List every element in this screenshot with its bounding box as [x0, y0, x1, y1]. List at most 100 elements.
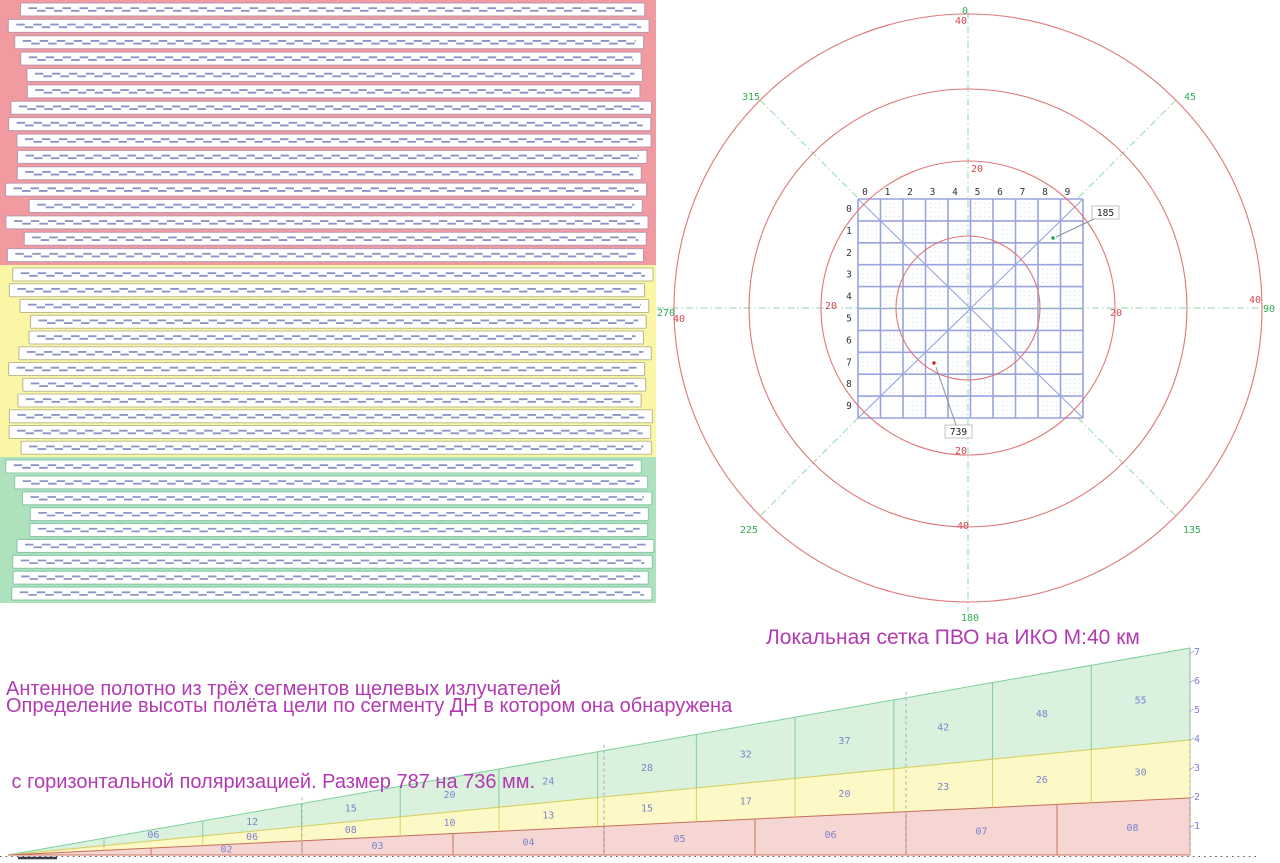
axis-tick-label: 2	[1194, 792, 1200, 803]
range-ring	[673, 13, 1263, 603]
grid-cell-texture	[1060, 374, 1083, 397]
red-band-value: 08	[1126, 823, 1138, 834]
grid-row-label: 5	[846, 314, 852, 325]
red-band	[7, 797, 1191, 856]
grid-cell-texture	[1060, 242, 1083, 265]
waveguide-bar	[16, 538, 655, 553]
waveguide-bar	[6, 248, 645, 263]
waveguide-bar	[5, 459, 642, 474]
azimuth-label: 180	[961, 613, 979, 624]
grid-cell-texture	[1038, 264, 1061, 287]
grid-cell-texture	[1038, 308, 1061, 331]
target-dot	[1051, 236, 1055, 240]
grid-col-label: 3	[930, 187, 936, 198]
grid-cell-texture	[970, 242, 993, 265]
waveguide-bar	[5, 215, 649, 230]
yellow-band-value: 20	[838, 789, 850, 800]
range-ring-label: 40	[1249, 295, 1261, 306]
grid-cell-texture	[858, 352, 881, 375]
waveguide-bar	[18, 346, 652, 361]
grid-cell-texture	[858, 308, 881, 331]
axis-tick-label: 3	[1194, 763, 1200, 774]
waveguide-bar	[8, 117, 652, 132]
grid-cell-texture	[880, 286, 903, 309]
grid-row-label: 8	[846, 379, 852, 390]
grid-cell-texture	[903, 264, 926, 287]
waveguide-bar	[19, 2, 646, 17]
ppi-display-figure: 0 1 2 3 4 5 6 7 8 9012345678904590135180225270315…	[657, 6, 1275, 624]
azimuth-label: 0	[962, 6, 968, 17]
red-band-value: 03	[371, 841, 383, 852]
axis-tick	[1188, 708, 1195, 713]
grid-row-label: 9	[846, 401, 852, 412]
axis-tick	[1188, 795, 1195, 800]
range-ring	[748, 88, 1188, 528]
grid-col-label: 9	[1065, 187, 1071, 198]
grid-col-label: 6	[997, 187, 1003, 198]
grid-cell-texture	[880, 199, 903, 221]
grid-row-label: 6	[846, 335, 852, 346]
axis-tick	[1188, 737, 1195, 742]
grid-cell-texture	[1060, 330, 1083, 353]
grid-cell-texture	[1015, 330, 1038, 353]
antenna-caption-line1: Антенное полотно из трёх сегментов щелев…	[6, 678, 562, 700]
axis-tick	[1188, 679, 1195, 684]
green-band-value: 24	[542, 776, 554, 787]
waveguide-bar	[12, 267, 654, 282]
grid-col-label: 0	[862, 187, 868, 198]
grid-cell-texture	[880, 330, 903, 353]
axis-tick-label: 4	[1194, 734, 1200, 745]
grid-cell-texture	[1038, 396, 1061, 418]
height-chart-figure: 0612152024283237424855060810131517202326…	[0, 647, 1258, 860]
grid-col-label: 8	[1042, 187, 1048, 198]
antenna-caption-line2: с горизонтальной поляризацией. Размер 78…	[6, 771, 536, 793]
azimuth-label: 225	[740, 525, 758, 536]
axis-tick-label: 6	[1194, 676, 1200, 687]
grid-cell-texture	[925, 374, 948, 397]
target-label-chip	[1091, 205, 1120, 220]
grid-cell-texture	[903, 396, 926, 418]
range-ring-label: 40	[955, 16, 967, 27]
grid-cell-texture	[1015, 286, 1038, 309]
waveguide-bar	[14, 475, 649, 490]
grid-cell-texture	[880, 242, 903, 265]
grid-row-label: 2	[846, 248, 852, 259]
grid-cell-texture	[948, 352, 971, 375]
waveguide-bar	[4, 182, 648, 197]
target-label: 185	[1097, 208, 1114, 219]
target-leader-line	[1055, 218, 1095, 238]
waveguide-bar	[17, 393, 642, 408]
waveguide-bar	[16, 149, 648, 164]
grid-row-label: 0	[846, 204, 852, 215]
green-band-value: 42	[937, 723, 949, 734]
grid-cell-texture	[1060, 286, 1083, 309]
azimuth-label: 135	[1183, 525, 1201, 536]
grid-cell-texture	[1038, 352, 1061, 375]
azimuth-label: 45	[1184, 92, 1196, 103]
height-chart-caption: Определение высоты полёта цели по сегмен…	[6, 695, 733, 717]
grid-diagonal	[857, 198, 1084, 419]
red-band-value: 06	[824, 830, 836, 841]
waveguide-bar	[29, 314, 647, 329]
grid-cell-texture	[948, 396, 971, 418]
grid-cell-texture	[903, 308, 926, 331]
waveguide-bar	[29, 523, 649, 538]
red-band-value: 07	[975, 827, 987, 838]
green-band-value: 15	[345, 803, 357, 814]
grid-cell-texture	[925, 286, 948, 309]
green-band-value: 48	[1036, 709, 1048, 720]
grid-cell-texture	[993, 308, 1016, 331]
range-ring	[820, 160, 1116, 456]
red-band-value: 05	[673, 834, 685, 845]
azimuth-label: 270	[657, 308, 675, 319]
red-band-value: 04	[522, 837, 534, 848]
waveguide-bar	[26, 84, 641, 99]
yellow-band-value: 06	[246, 832, 258, 843]
target-leader-line	[935, 366, 957, 426]
range-ring-label: 20	[971, 164, 983, 175]
waveguide-bar	[20, 51, 642, 66]
grid-cell-texture	[970, 374, 993, 397]
grid-col-label: 5	[975, 187, 981, 198]
yellow-band-value: 17	[740, 796, 752, 807]
grid-row-label: 1	[846, 226, 852, 237]
